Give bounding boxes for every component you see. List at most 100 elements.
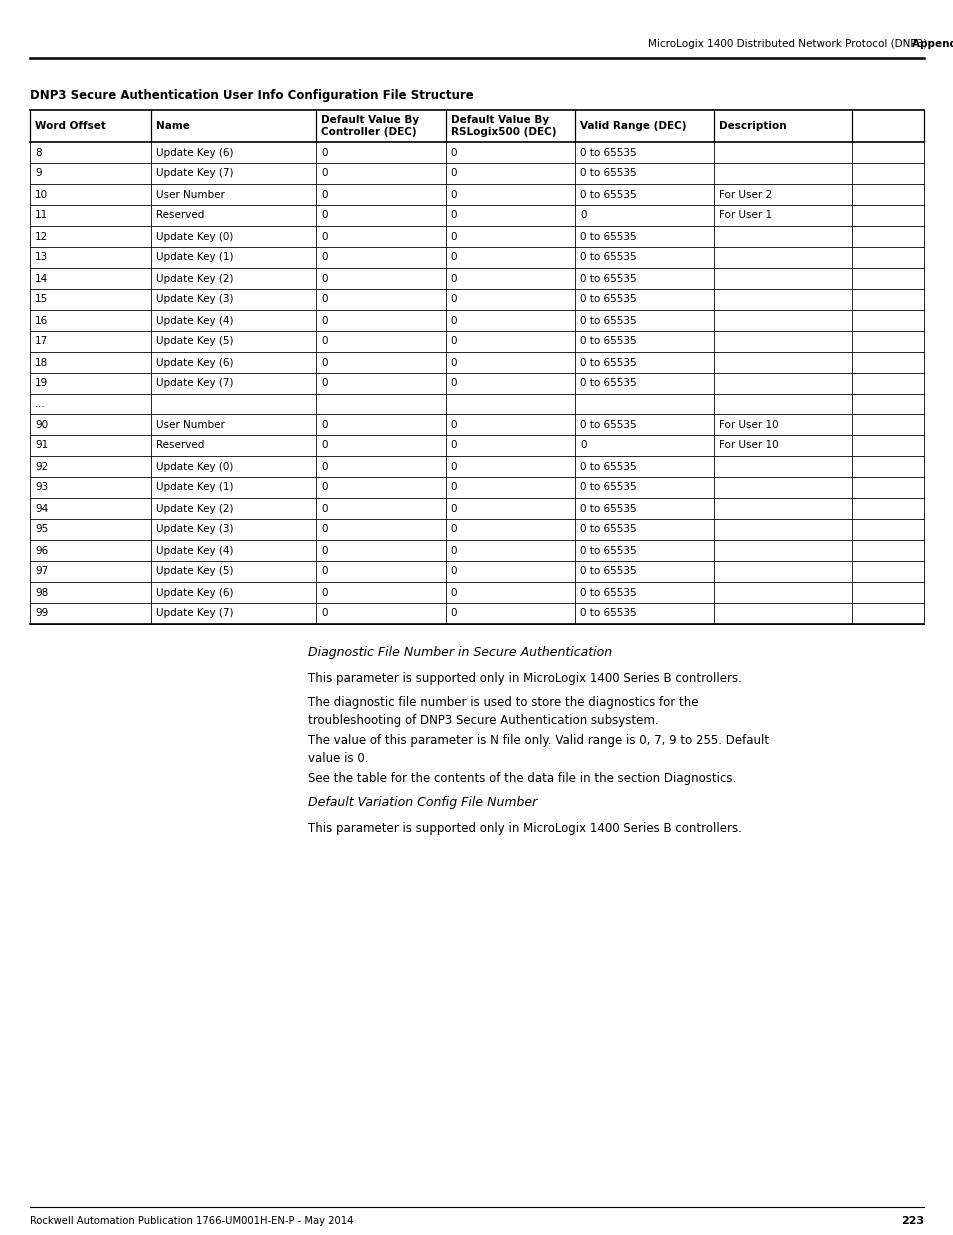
Text: 0: 0 bbox=[321, 231, 327, 242]
Text: 0 to 65535: 0 to 65535 bbox=[579, 609, 637, 619]
Text: Default Value By
RSLogix500 (DEC): Default Value By RSLogix500 (DEC) bbox=[450, 115, 556, 137]
Text: 0: 0 bbox=[321, 189, 327, 200]
Text: 0 to 65535: 0 to 65535 bbox=[579, 378, 637, 389]
Text: 0: 0 bbox=[321, 588, 327, 598]
Text: User Number: User Number bbox=[155, 189, 224, 200]
Text: 0 to 65535: 0 to 65535 bbox=[579, 420, 637, 430]
Text: 15: 15 bbox=[35, 294, 49, 305]
Text: 98: 98 bbox=[35, 588, 49, 598]
Text: For User 10: For User 10 bbox=[719, 441, 778, 451]
Text: 0: 0 bbox=[579, 441, 586, 451]
Text: 0: 0 bbox=[450, 168, 456, 179]
Text: Update Key (2): Update Key (2) bbox=[155, 504, 233, 514]
Text: 0: 0 bbox=[321, 420, 327, 430]
Text: 0: 0 bbox=[321, 546, 327, 556]
Text: 0: 0 bbox=[321, 462, 327, 472]
Text: 0: 0 bbox=[450, 462, 456, 472]
Text: 0: 0 bbox=[579, 210, 586, 221]
Text: 0: 0 bbox=[321, 609, 327, 619]
Text: 0: 0 bbox=[321, 483, 327, 493]
Text: 0: 0 bbox=[450, 336, 456, 347]
Text: 12: 12 bbox=[35, 231, 49, 242]
Text: Update Key (3): Update Key (3) bbox=[155, 525, 233, 535]
Text: 0: 0 bbox=[450, 567, 456, 577]
Text: 8: 8 bbox=[35, 147, 42, 158]
Text: ...: ... bbox=[35, 399, 46, 409]
Text: 0 to 65535: 0 to 65535 bbox=[579, 189, 637, 200]
Text: Update Key (4): Update Key (4) bbox=[155, 546, 233, 556]
Text: Valid Range (DEC): Valid Range (DEC) bbox=[579, 121, 686, 131]
Text: 91: 91 bbox=[35, 441, 49, 451]
Text: 0 to 65535: 0 to 65535 bbox=[579, 168, 637, 179]
Text: 18: 18 bbox=[35, 357, 49, 368]
Text: Update Key (5): Update Key (5) bbox=[155, 336, 233, 347]
Text: 0: 0 bbox=[450, 294, 456, 305]
Text: DNP3 Secure Authentication User Info Configuration File Structure: DNP3 Secure Authentication User Info Con… bbox=[30, 89, 474, 101]
Text: 0 to 65535: 0 to 65535 bbox=[579, 252, 637, 263]
Text: 0 to 65535: 0 to 65535 bbox=[579, 315, 637, 326]
Text: This parameter is supported only in MicroLogix 1400 Series B controllers.: This parameter is supported only in Micr… bbox=[308, 672, 741, 685]
Text: Update Key (7): Update Key (7) bbox=[155, 609, 233, 619]
Text: 92: 92 bbox=[35, 462, 49, 472]
Text: 0: 0 bbox=[450, 189, 456, 200]
Text: 13: 13 bbox=[35, 252, 49, 263]
Text: Update Key (3): Update Key (3) bbox=[155, 294, 233, 305]
Text: For User 1: For User 1 bbox=[719, 210, 771, 221]
Text: The diagnostic file number is used to store the diagnostics for the
troubleshoot: The diagnostic file number is used to st… bbox=[308, 697, 698, 727]
Text: For User 2: For User 2 bbox=[719, 189, 771, 200]
Text: 0 to 65535: 0 to 65535 bbox=[579, 357, 637, 368]
Text: 0: 0 bbox=[321, 441, 327, 451]
Text: 0: 0 bbox=[321, 567, 327, 577]
Text: Update Key (0): Update Key (0) bbox=[155, 462, 233, 472]
Text: 19: 19 bbox=[35, 378, 49, 389]
Text: Update Key (6): Update Key (6) bbox=[155, 147, 233, 158]
Text: See the table for the contents of the data file in the section Diagnostics.: See the table for the contents of the da… bbox=[308, 772, 736, 785]
Text: For User 10: For User 10 bbox=[719, 420, 778, 430]
Text: 96: 96 bbox=[35, 546, 49, 556]
Text: 0: 0 bbox=[450, 231, 456, 242]
Text: Update Key (7): Update Key (7) bbox=[155, 168, 233, 179]
Text: 0: 0 bbox=[321, 504, 327, 514]
Text: Word Offset: Word Offset bbox=[35, 121, 106, 131]
Text: 0 to 65535: 0 to 65535 bbox=[579, 525, 637, 535]
Text: 0: 0 bbox=[321, 315, 327, 326]
Text: Update Key (0): Update Key (0) bbox=[155, 231, 233, 242]
Text: 0: 0 bbox=[450, 357, 456, 368]
Text: 0: 0 bbox=[321, 336, 327, 347]
Text: 0: 0 bbox=[321, 294, 327, 305]
Text: 0 to 65535: 0 to 65535 bbox=[579, 504, 637, 514]
Text: 0: 0 bbox=[321, 168, 327, 179]
Text: Description: Description bbox=[719, 121, 785, 131]
Text: 0: 0 bbox=[450, 315, 456, 326]
Text: 0: 0 bbox=[450, 378, 456, 389]
Text: Update Key (1): Update Key (1) bbox=[155, 483, 233, 493]
Text: 0 to 65535: 0 to 65535 bbox=[579, 462, 637, 472]
Text: 0: 0 bbox=[450, 588, 456, 598]
Text: 0: 0 bbox=[450, 210, 456, 221]
Text: 10: 10 bbox=[35, 189, 48, 200]
Text: 0: 0 bbox=[450, 420, 456, 430]
Text: Default Variation Config File Number: Default Variation Config File Number bbox=[308, 797, 537, 809]
Text: 0: 0 bbox=[450, 273, 456, 284]
Text: The value of this parameter is N file only. Valid range is 0, 7, 9 to 255. Defau: The value of this parameter is N file on… bbox=[308, 734, 768, 764]
Text: 0: 0 bbox=[450, 147, 456, 158]
Text: 0: 0 bbox=[321, 357, 327, 368]
Text: 16: 16 bbox=[35, 315, 49, 326]
Text: Name: Name bbox=[155, 121, 190, 131]
Text: 0: 0 bbox=[450, 483, 456, 493]
Text: 0: 0 bbox=[321, 525, 327, 535]
Text: 95: 95 bbox=[35, 525, 49, 535]
Text: Appendix F: Appendix F bbox=[911, 40, 953, 49]
Text: 0 to 65535: 0 to 65535 bbox=[579, 231, 637, 242]
Text: Update Key (4): Update Key (4) bbox=[155, 315, 233, 326]
Text: Update Key (6): Update Key (6) bbox=[155, 588, 233, 598]
Text: 0: 0 bbox=[321, 252, 327, 263]
Text: 97: 97 bbox=[35, 567, 49, 577]
Text: 0: 0 bbox=[450, 609, 456, 619]
Text: 0: 0 bbox=[450, 546, 456, 556]
Text: 0: 0 bbox=[450, 441, 456, 451]
Text: Update Key (7): Update Key (7) bbox=[155, 378, 233, 389]
Text: User Number: User Number bbox=[155, 420, 224, 430]
Text: 0: 0 bbox=[450, 504, 456, 514]
Text: Update Key (6): Update Key (6) bbox=[155, 357, 233, 368]
